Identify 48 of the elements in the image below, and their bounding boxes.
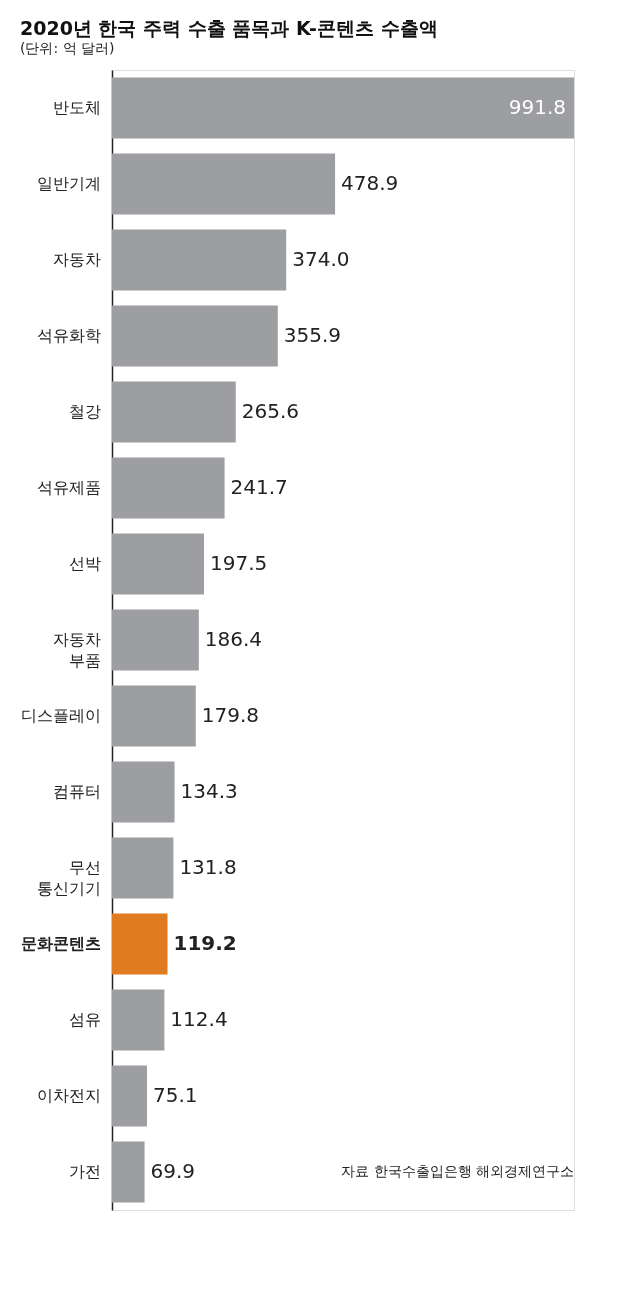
y-tick-label: 석유화학: [36, 326, 101, 345]
data-label: 69.9: [150, 1159, 196, 1183]
data-label: 478.9: [341, 171, 399, 195]
y-tick-label: 자동차: [52, 250, 101, 269]
bar: [112, 77, 574, 139]
bar: [112, 229, 287, 291]
y-tick-label: 컴퓨터: [52, 782, 101, 801]
bar: [112, 381, 236, 443]
chart-title: 2020년 한국 주력 수출 품목과 K-콘텐츠 수출액: [20, 17, 438, 39]
bar: [112, 913, 168, 975]
y-tick-label: 자동차 부품: [52, 630, 101, 670]
bar: [112, 305, 278, 367]
y-tick-label: 석유제품: [36, 478, 101, 497]
bar: [112, 837, 174, 899]
y-tick-label: 무선 통신기기: [36, 858, 101, 898]
data-label: 197.5: [210, 551, 268, 575]
data-label: 265.6: [241, 399, 299, 423]
annotation: 자료 한국수출입은행 해외경제연구소: [341, 1163, 574, 1179]
data-label: 119.2: [173, 931, 237, 955]
data-label: 179.8: [201, 703, 260, 727]
data-label: 134.3: [180, 779, 238, 803]
y-tick-label: 이차전지: [36, 1086, 101, 1105]
data-label: 374.0: [292, 247, 350, 271]
data-label: 186.4: [204, 627, 263, 651]
bar: [112, 685, 196, 747]
bar: [112, 153, 336, 215]
data-label: 241.7: [230, 475, 288, 499]
bar: [112, 609, 199, 671]
bar: [112, 989, 165, 1051]
data-label: 75.1: [152, 1083, 198, 1107]
y-tick-label: 섬유: [68, 1010, 101, 1029]
y-tick-label: 반도체: [52, 98, 101, 117]
y-tick-label: 문화콘텐츠: [20, 934, 101, 953]
y-tick-label: 디스플레이: [20, 706, 101, 725]
chart-subtitle: (단위: 억 달러): [20, 40, 115, 56]
y-tick-label: 일반기계: [36, 174, 101, 193]
bar: [112, 457, 225, 519]
data-label: 355.9: [283, 323, 342, 347]
data-label: 991.8: [508, 95, 566, 119]
data-label: 131.8: [179, 855, 237, 879]
bar: [112, 761, 175, 823]
y-tick-label: 가전: [68, 1162, 101, 1181]
bar: [112, 1141, 145, 1203]
y-tick-label: 선박: [68, 554, 101, 573]
y-tick-label: 철강: [68, 402, 101, 421]
bar: [112, 533, 204, 595]
bar: [112, 1065, 147, 1127]
data-label: 112.4: [170, 1007, 228, 1031]
